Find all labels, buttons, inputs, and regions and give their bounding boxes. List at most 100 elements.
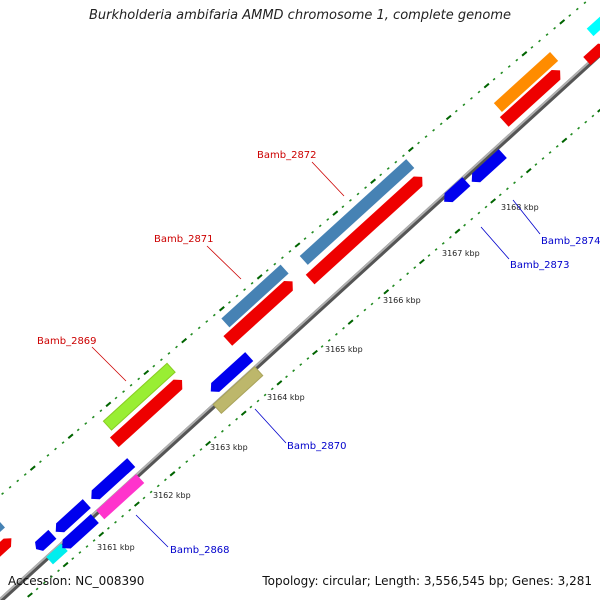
scale-tick xyxy=(156,484,160,488)
scale-tick xyxy=(477,90,481,94)
cds-feature[interactable] xyxy=(0,535,15,563)
scale-tick xyxy=(484,205,488,209)
scale-tick xyxy=(273,262,277,266)
gene-label-bamb-2874[interactable]: Bamb_2874 xyxy=(541,236,600,247)
scale-tick xyxy=(71,557,75,561)
scale-tick xyxy=(513,181,516,185)
leader-line xyxy=(135,514,169,548)
scale-tick xyxy=(439,122,443,126)
cds-feature-bamb-2869[interactable] xyxy=(109,376,187,448)
cds-feature-bamb-2874[interactable] xyxy=(468,149,507,186)
map-title: Burkholderia ambifaria AMMD chromosome 1… xyxy=(88,8,512,23)
scale-tick xyxy=(152,364,156,368)
scale-tick xyxy=(143,369,150,376)
scale-tick xyxy=(61,441,65,445)
inner-scale-dots xyxy=(27,108,600,598)
scale-tick xyxy=(490,198,497,204)
scale-tick xyxy=(292,369,296,373)
scale-tick xyxy=(133,501,140,507)
cds-feature-bamb-2870[interactable] xyxy=(207,352,254,396)
gene-feature-top-right[interactable] xyxy=(586,15,600,37)
scale-tick xyxy=(76,428,80,432)
scale-tick xyxy=(178,466,182,470)
scale-tick xyxy=(218,306,225,312)
scale-tick xyxy=(406,272,410,276)
cds-feature-orange[interactable] xyxy=(499,66,565,127)
leader-line xyxy=(206,245,242,280)
leader-line xyxy=(254,408,287,444)
scale-tick xyxy=(407,146,414,153)
scale-tick xyxy=(434,248,438,251)
scale-tick xyxy=(1,492,4,496)
cds-feature-bamb-2873[interactable] xyxy=(440,177,471,206)
backbone-line xyxy=(0,50,600,600)
scale-tick xyxy=(312,349,318,356)
tick-label: 3168 kbp xyxy=(501,203,539,212)
scale-tick xyxy=(470,96,473,100)
scale-tick xyxy=(341,205,345,209)
tick-label: 3164 kbp xyxy=(267,393,305,402)
scale-tick xyxy=(106,526,110,530)
gene-label-bamb-2873[interactable]: Bamb_2873 xyxy=(510,260,570,271)
scale-tick xyxy=(462,103,466,107)
scale-tick xyxy=(256,399,260,403)
scale-tick xyxy=(263,393,267,397)
scale-tick xyxy=(54,447,57,451)
scale-tick xyxy=(235,294,239,298)
cds-feature-top-right[interactable] xyxy=(583,41,600,66)
scale-tick xyxy=(129,383,133,387)
scale-tick xyxy=(306,357,310,360)
gene-label-bamb-2871[interactable]: Bamb_2871 xyxy=(154,234,214,245)
gene-label-bamb-2872[interactable]: Bamb_2872 xyxy=(257,150,317,161)
scale-tick-labels: 3161 kbp 3162 kbp 3163 kbp 3164 kbp 3165… xyxy=(97,203,539,552)
scale-tick xyxy=(67,433,74,439)
scale-tick xyxy=(29,465,36,471)
gene-feature-cyan[interactable] xyxy=(46,543,68,565)
scale-tick xyxy=(363,308,367,312)
scale-tick xyxy=(114,396,118,400)
scale-tick xyxy=(205,320,209,323)
scale-tick xyxy=(250,281,254,285)
gene-feature-bamb-2869[interactable] xyxy=(102,362,176,431)
scale-tick xyxy=(356,192,360,196)
scale-tick xyxy=(163,478,167,482)
scale-tick xyxy=(205,440,212,447)
scale-tick xyxy=(167,351,171,355)
tick-label: 3167 kbp xyxy=(442,249,480,258)
scale-tick xyxy=(181,337,188,344)
cds-feature-reverse[interactable] xyxy=(32,529,57,554)
scale-tick xyxy=(541,157,545,160)
scale-tick xyxy=(192,454,196,457)
scale-tick xyxy=(370,302,374,306)
scale-tick xyxy=(347,319,354,325)
cds-feature-bamb-2872[interactable] xyxy=(305,172,427,285)
scale-tick xyxy=(105,401,112,408)
gene-feature-orange[interactable] xyxy=(493,51,559,113)
scale-tick xyxy=(364,186,367,190)
gene-feature-bamb-2871[interactable] xyxy=(221,264,289,328)
scale-tick xyxy=(386,167,390,170)
gene-feature-magenta[interactable] xyxy=(96,474,145,520)
gene-feature-bamb-2870[interactable] xyxy=(212,366,264,414)
scale-tick xyxy=(570,132,573,136)
gene-label-bamb-2869[interactable]: Bamb_2869 xyxy=(37,336,97,347)
scale-tick xyxy=(35,587,39,591)
tick-label: 3163 kbp xyxy=(210,443,248,452)
cds-feature-reverse[interactable] xyxy=(52,499,91,536)
scale-tick xyxy=(538,39,541,43)
scale-tick xyxy=(294,242,301,248)
gene-label-bamb-2868[interactable]: Bamb_2868 xyxy=(170,545,230,556)
scale-tick xyxy=(332,210,339,216)
scale-tick xyxy=(270,387,274,391)
scale-tick xyxy=(185,460,189,464)
gene-label-bamb-2870[interactable]: Bamb_2870 xyxy=(287,441,347,452)
scale-tick xyxy=(318,224,322,228)
scale-tick xyxy=(555,144,559,148)
scale-tick xyxy=(23,473,27,476)
cds-feature-bamb-2871[interactable] xyxy=(223,277,297,346)
cds-feature-bamb-2868[interactable] xyxy=(87,458,136,503)
gene-feature-bamb-2872[interactable] xyxy=(299,159,415,265)
cds-feature-reverse[interactable] xyxy=(58,514,99,552)
scale-tick xyxy=(220,429,224,433)
